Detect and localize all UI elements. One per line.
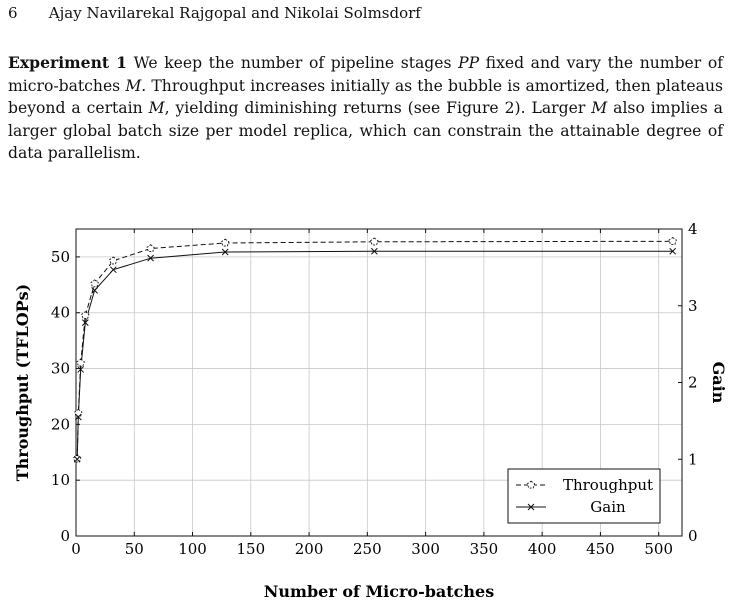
page-number: 6: [8, 4, 18, 22]
x-tick-label: 150: [236, 540, 265, 558]
series-line-throughput: [76, 240, 673, 460]
y-tick-label: 50: [51, 248, 70, 266]
chart-ticks: 0 50 100 150 200 250 300 350 400 450 5000102030405…: [51, 220, 698, 558]
legend-marker: [526, 480, 536, 489]
y2-tick-label: 1: [688, 450, 698, 468]
author-line: Ajay Navilarekal Rajgopal and Nikolai So…: [48, 4, 421, 22]
legend-label: Throughput: [563, 476, 653, 494]
y2-tick-label: 4: [688, 220, 698, 238]
point-gain: [73, 455, 81, 463]
point-gain: [91, 287, 98, 294]
x-tick-label: 350: [470, 540, 499, 558]
page-header: 6 Ajay Navilarekal Rajgopal and Nikolai …: [8, 4, 421, 22]
y2-tick-label: 0: [688, 527, 698, 545]
point-gain: [74, 413, 82, 421]
point-throughput: [221, 238, 230, 247]
point-throughput: [76, 358, 85, 367]
point-gain: [669, 247, 677, 255]
point-gain: [221, 248, 229, 256]
x-tick-label: 300: [411, 540, 440, 558]
experiment-paragraph: Experiment 1 We keep the number of pipel…: [8, 52, 723, 165]
y-tick-label: 30: [51, 360, 70, 378]
x-tick-label: 200: [295, 540, 324, 558]
y2-axis-label: Gain: [709, 362, 728, 404]
y2-tick-label: 2: [688, 374, 698, 392]
point-throughput: [146, 244, 155, 253]
y-tick-label: 10: [51, 471, 70, 489]
legend-label: Gain: [590, 498, 626, 516]
y2-tick-label: 3: [688, 297, 698, 315]
series-line-gain: [76, 250, 673, 460]
paragraph-text: We keep the number of pipeline stages PP…: [8, 54, 723, 162]
x-axis-label: Number of Micro-batches: [264, 582, 494, 601]
x-tick-label: 100: [178, 540, 207, 558]
point-gain: [109, 266, 117, 274]
x-tick-label: 50: [125, 540, 144, 558]
chart-markers: [73, 236, 677, 463]
chart-legend: Throughput Gain: [507, 468, 661, 524]
x-tick-label: 450: [586, 540, 615, 558]
y-tick-label: 0: [60, 527, 70, 545]
y-tick-label: 40: [51, 304, 70, 322]
chart-series: [76, 240, 673, 460]
point-gain: [77, 366, 85, 373]
legend-box: [507, 468, 661, 524]
point-throughput: [370, 237, 379, 246]
legend-marker: [527, 503, 535, 511]
point-gain: [147, 254, 154, 262]
point-throughput: [90, 279, 99, 288]
x-tick-label: 250: [353, 540, 382, 558]
point-throughput: [109, 256, 118, 265]
paragraph-heading: Experiment 1: [8, 53, 128, 72]
y-tick-label: 20: [51, 415, 70, 433]
point-gain: [81, 319, 89, 326]
x-tick-label: 400: [528, 540, 557, 558]
point-throughput: [668, 236, 677, 245]
point-gain: [370, 247, 378, 255]
point-throughput: [81, 311, 90, 320]
y-axis-label: Throughput (TFLOPs): [13, 284, 32, 482]
x-tick-label: 500: [644, 540, 673, 558]
x-tick-label: 0: [71, 540, 81, 558]
